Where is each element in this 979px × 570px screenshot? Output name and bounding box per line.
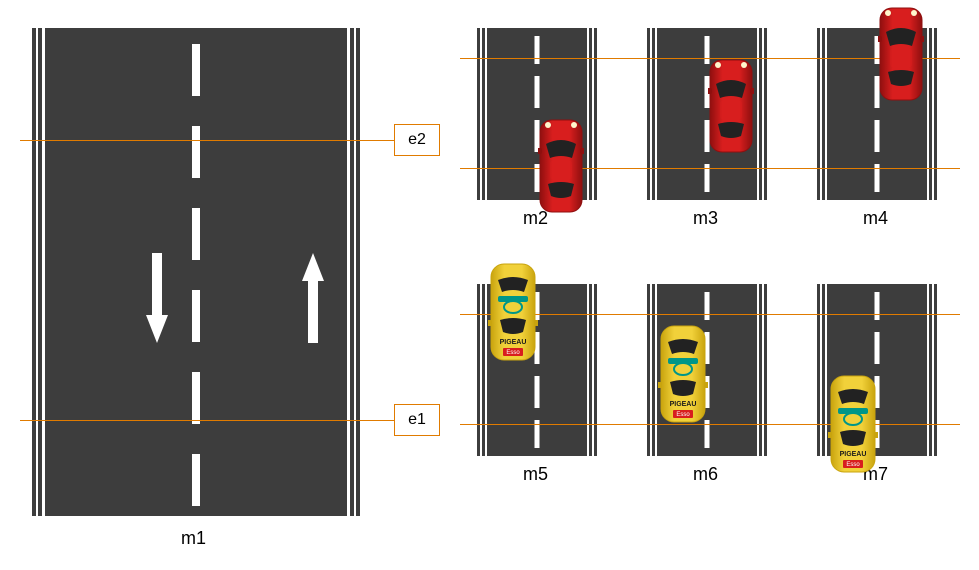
- caption-m5-text: m5: [523, 464, 548, 484]
- road-m1: [38, 28, 354, 516]
- svg-text:Esso: Esso: [676, 412, 690, 418]
- car-red-m4: [878, 6, 924, 102]
- marker-line-row1-bottom: [460, 168, 960, 169]
- label-e1: e1: [394, 404, 440, 436]
- caption-m3-text: m3: [693, 208, 718, 228]
- caption-m6-text: m6: [693, 464, 718, 484]
- caption-m1: m1: [181, 528, 206, 549]
- svg-text:PIGEAU: PIGEAU: [669, 401, 696, 408]
- caption-m4: m4: [863, 208, 888, 229]
- center-dash: [192, 454, 200, 506]
- svg-text:PIGEAU: PIGEAU: [839, 451, 866, 458]
- caption-m5: m5: [523, 464, 548, 485]
- svg-text:PIGEAU: PIGEAU: [499, 339, 526, 346]
- center-dash: [192, 44, 200, 96]
- center-dash: [192, 208, 200, 260]
- car-yellow-m7: PIGEAU Esso: [828, 374, 878, 474]
- center-dash: [535, 376, 540, 408]
- center-dash: [535, 76, 540, 108]
- car-yellow-m6: PIGEAU Esso: [658, 324, 708, 424]
- svg-text:Esso: Esso: [846, 462, 860, 468]
- caption-m6: m6: [693, 464, 718, 485]
- marker-line-row2-bottom: [460, 424, 960, 425]
- center-dash: [705, 292, 710, 320]
- caption-m1-text: m1: [181, 528, 206, 548]
- center-dash: [875, 332, 880, 364]
- lane-arrow-down-icon: [146, 253, 168, 343]
- label-e2: e2: [394, 124, 440, 156]
- marker-line-e1: [20, 420, 420, 421]
- lane-arrow-up-icon: [302, 253, 324, 343]
- label-e1-text: e1: [408, 411, 426, 428]
- car-yellow-m5: PIGEAU Esso: [488, 262, 538, 362]
- center-dash: [192, 290, 200, 342]
- center-dash: [875, 292, 880, 320]
- label-e2-text: e2: [408, 131, 426, 148]
- caption-m3: m3: [693, 208, 718, 229]
- caption-m4-text: m4: [863, 208, 888, 228]
- car-red-m2: [538, 118, 584, 214]
- marker-line-e2: [20, 140, 420, 141]
- center-dash: [192, 372, 200, 424]
- svg-text:Esso: Esso: [506, 350, 520, 356]
- center-dash: [875, 120, 880, 152]
- car-red-m3: [708, 58, 754, 154]
- center-dash: [535, 36, 540, 64]
- center-dash: [192, 126, 200, 178]
